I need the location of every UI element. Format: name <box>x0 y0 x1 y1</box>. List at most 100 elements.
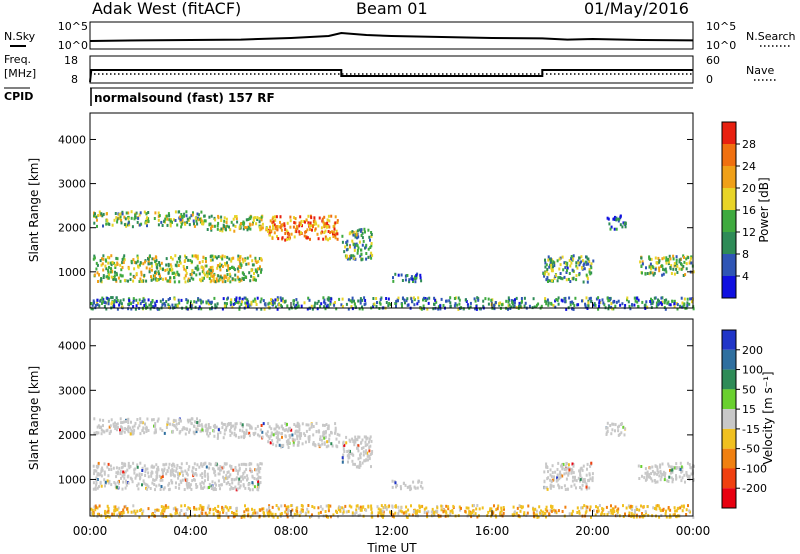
scatter-cell <box>498 303 501 307</box>
scatter-cell <box>563 468 566 471</box>
scatter-cell <box>121 427 124 431</box>
scatter-cell <box>109 270 112 274</box>
scatter-cell <box>571 300 574 304</box>
scatter-cell <box>353 248 356 252</box>
scatter-cell <box>146 305 149 309</box>
scatter-cell <box>441 504 444 508</box>
scatter-cell <box>587 257 590 261</box>
scatter-cell <box>588 508 591 512</box>
scatter-cell <box>210 269 213 273</box>
scatter-cell <box>295 225 298 229</box>
scatter-cell <box>270 301 273 305</box>
scatter-cell <box>545 486 548 490</box>
scatter-cell <box>625 506 628 510</box>
scatter-cell <box>155 278 158 282</box>
scatter-cell <box>275 215 278 219</box>
scatter-cell <box>273 427 276 431</box>
scatter-cell <box>149 307 152 311</box>
scatter-cell <box>269 511 272 515</box>
scatter-cell <box>586 277 589 281</box>
scatter-cell <box>253 477 256 480</box>
scatter-cell <box>179 218 182 222</box>
scatter-cell <box>278 303 281 307</box>
scatter-cell <box>401 279 404 282</box>
scatter-cell <box>207 478 209 481</box>
scatter-cell <box>186 307 189 311</box>
scatter-cell <box>289 225 292 229</box>
scatter-cell <box>216 302 219 306</box>
scatter-cell <box>422 304 425 308</box>
scatter-cell <box>188 279 191 283</box>
scatter-cell <box>202 222 205 226</box>
scatter-cell <box>170 256 172 259</box>
scatter-cell <box>304 434 307 437</box>
scatter-cell <box>319 444 322 448</box>
scatter-cell <box>191 469 194 473</box>
scatter-cell <box>206 270 209 274</box>
scatter-cell <box>129 426 131 430</box>
scatter-cell <box>187 258 190 262</box>
scatter-cell <box>563 275 566 279</box>
scatter-cell <box>155 256 158 259</box>
scatter-cell <box>652 300 655 304</box>
scatter-cell <box>117 485 119 489</box>
scatter-cell <box>235 468 238 472</box>
scatter-cell <box>213 429 216 433</box>
scatter-cell <box>132 298 135 302</box>
scatter-cell <box>409 484 412 488</box>
scatter-cell <box>259 228 262 232</box>
scatter-cell <box>211 254 214 258</box>
scatter-cell <box>647 513 650 517</box>
scatter-cell <box>550 509 553 513</box>
scatter-cell <box>173 464 176 468</box>
scatter-cell <box>147 429 150 432</box>
scatter-cell <box>245 304 247 308</box>
scatter-cell <box>191 471 194 475</box>
scatter-cell <box>107 507 110 510</box>
scatter-cell <box>398 509 401 513</box>
scatter-cell <box>513 513 516 517</box>
scatter-cell <box>205 264 208 268</box>
scatter-cell <box>191 213 194 217</box>
scatter-cell <box>212 467 215 471</box>
scatter-cell <box>561 464 563 468</box>
scatter-cell <box>156 419 159 423</box>
scatter-cell <box>317 515 320 519</box>
scatter-cell <box>547 280 549 283</box>
scatter-cell <box>182 473 184 477</box>
scatter-cell <box>146 417 149 421</box>
scatter-cell <box>229 473 232 477</box>
scatter-cell <box>348 504 351 508</box>
power-ylabel: Slant Range [km] <box>27 158 41 262</box>
scatter-cell <box>688 476 691 480</box>
scatter-cell <box>141 428 144 432</box>
scatter-cell <box>354 435 357 439</box>
scatter-cell <box>615 300 618 304</box>
scatter-cell <box>257 469 260 472</box>
scatter-cell <box>255 303 258 306</box>
scatter-cell <box>199 473 202 477</box>
scatter-cell <box>361 243 364 247</box>
scatter-cell <box>664 512 667 516</box>
scatter-cell <box>370 507 373 511</box>
scatter-cell <box>449 301 452 305</box>
scatter-cell <box>353 443 356 447</box>
scatter-cell <box>333 225 336 229</box>
scatter-cell <box>238 463 241 467</box>
scatter-cell <box>675 267 678 271</box>
scatter-cell <box>102 212 105 216</box>
scatter-cell <box>257 477 260 481</box>
scatter-cell <box>266 430 269 434</box>
scatter-cell <box>188 465 191 469</box>
scatter-cell <box>274 427 277 431</box>
scatter-cell <box>354 243 357 247</box>
scatter-cell <box>236 275 239 279</box>
scatter-cell <box>323 215 326 219</box>
scatter-cell <box>226 477 229 481</box>
scatter-cell <box>458 505 461 509</box>
scatter-cell <box>200 486 203 490</box>
scatter-cell <box>583 504 586 508</box>
scatter-cell <box>94 212 96 216</box>
scatter-cell <box>169 471 172 475</box>
scatter-cell <box>178 483 181 487</box>
